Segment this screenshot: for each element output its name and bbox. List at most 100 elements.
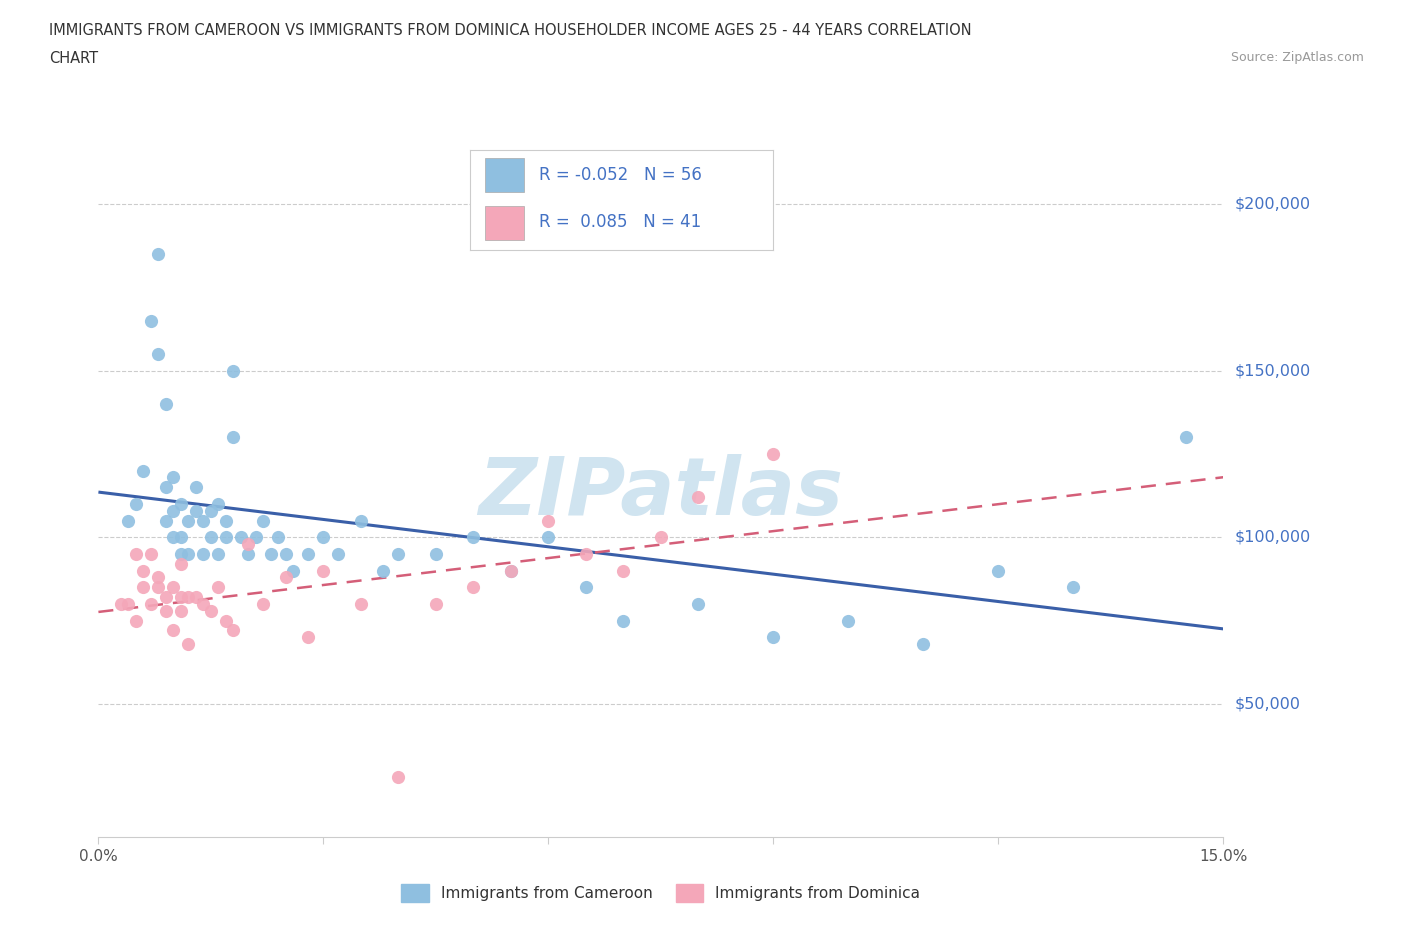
Point	[200, 603, 222, 618]
Point	[170, 590, 193, 604]
Point	[139, 313, 162, 328]
Text: $200,000: $200,000	[1234, 196, 1310, 212]
Point	[170, 497, 193, 512]
Bar	[485, 157, 524, 192]
Text: $100,000: $100,000	[1234, 530, 1310, 545]
Point	[260, 547, 283, 562]
Point	[132, 463, 155, 478]
Point	[688, 490, 710, 505]
Point	[912, 636, 935, 651]
Point	[148, 347, 170, 362]
Point	[193, 596, 215, 611]
Point	[125, 497, 148, 512]
Point	[132, 579, 155, 594]
Point	[762, 446, 785, 461]
Point	[1174, 430, 1197, 445]
Point	[139, 596, 162, 611]
Point	[463, 530, 485, 545]
Point	[762, 630, 785, 644]
Legend: Immigrants from Cameroon, Immigrants from Dominica: Immigrants from Cameroon, Immigrants fro…	[395, 878, 927, 908]
Point	[193, 513, 215, 528]
Point	[170, 603, 193, 618]
Point	[350, 513, 373, 528]
Point	[139, 547, 162, 562]
Point	[170, 530, 193, 545]
Point	[132, 563, 155, 578]
Point	[312, 530, 335, 545]
Point	[537, 513, 560, 528]
Point	[222, 364, 245, 379]
Point	[170, 547, 193, 562]
Point	[229, 530, 252, 545]
Point	[274, 570, 297, 585]
Point	[200, 503, 222, 518]
Point	[267, 530, 290, 545]
Point	[612, 613, 634, 628]
Point	[215, 613, 238, 628]
Point	[499, 563, 522, 578]
Point	[155, 603, 177, 618]
Point	[245, 530, 267, 545]
Point	[312, 563, 335, 578]
Text: R = -0.052   N = 56: R = -0.052 N = 56	[540, 166, 703, 183]
Point	[155, 590, 177, 604]
Point	[222, 430, 245, 445]
Point	[987, 563, 1010, 578]
Point	[184, 503, 207, 518]
Point	[387, 770, 409, 785]
Point	[155, 396, 177, 411]
Point	[350, 596, 373, 611]
Point	[274, 547, 297, 562]
Point	[283, 563, 305, 578]
Point	[125, 547, 148, 562]
Point	[650, 530, 672, 545]
Point	[387, 547, 409, 562]
Point	[252, 513, 274, 528]
Point	[148, 579, 170, 594]
Text: IMMIGRANTS FROM CAMEROON VS IMMIGRANTS FROM DOMINICA HOUSEHOLDER INCOME AGES 25 : IMMIGRANTS FROM CAMEROON VS IMMIGRANTS F…	[49, 23, 972, 38]
Point	[184, 590, 207, 604]
Point	[575, 547, 598, 562]
Point	[162, 470, 184, 485]
Point	[215, 513, 238, 528]
Point	[425, 547, 447, 562]
Point	[463, 579, 485, 594]
Point	[238, 537, 260, 551]
Point	[222, 623, 245, 638]
Point	[148, 246, 170, 261]
Point	[117, 596, 139, 611]
Point	[162, 579, 184, 594]
Point	[537, 530, 560, 545]
Point	[170, 556, 193, 571]
Point	[177, 547, 200, 562]
Point	[575, 579, 598, 594]
Point	[155, 480, 177, 495]
Text: Source: ZipAtlas.com: Source: ZipAtlas.com	[1230, 51, 1364, 64]
Point	[207, 579, 229, 594]
Point	[162, 503, 184, 518]
Point	[328, 547, 350, 562]
Point	[373, 563, 395, 578]
Point	[425, 596, 447, 611]
Point	[110, 596, 132, 611]
Text: $50,000: $50,000	[1234, 697, 1301, 711]
Point	[238, 547, 260, 562]
Point	[162, 530, 184, 545]
Point	[297, 630, 319, 644]
Point	[193, 547, 215, 562]
Point	[688, 596, 710, 611]
Point	[1062, 579, 1084, 594]
Point	[155, 513, 177, 528]
Point	[499, 563, 522, 578]
Point	[837, 613, 859, 628]
Point	[162, 623, 184, 638]
Point	[177, 513, 200, 528]
Point	[184, 480, 207, 495]
Text: ZIPatlas: ZIPatlas	[478, 454, 844, 532]
Point	[207, 547, 229, 562]
Point	[252, 596, 274, 611]
Point	[215, 530, 238, 545]
Text: CHART: CHART	[49, 51, 98, 66]
Text: R =  0.085   N = 41: R = 0.085 N = 41	[540, 213, 702, 231]
Bar	[485, 206, 524, 240]
